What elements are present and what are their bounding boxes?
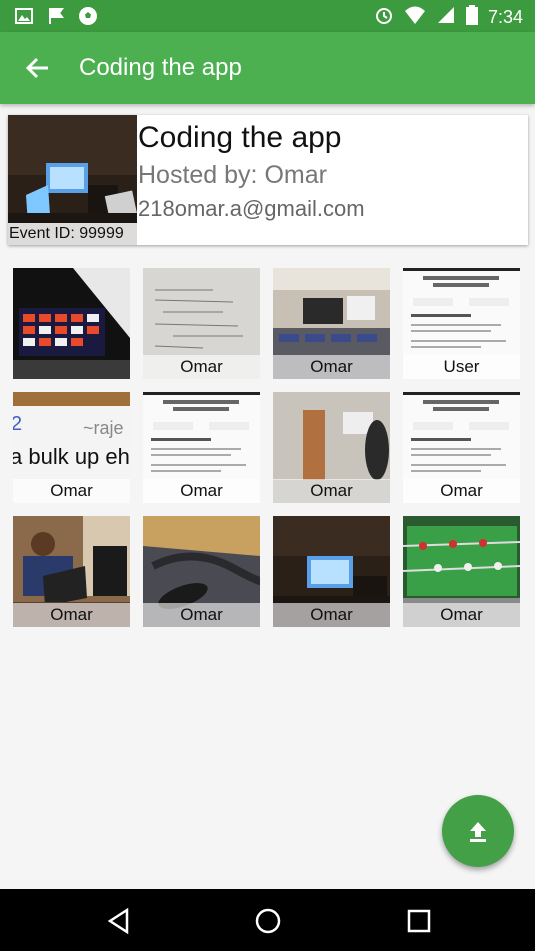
photo-tile[interactable]: User [403,268,520,379]
photo-tile[interactable] [13,268,130,379]
recents-nav-icon[interactable] [405,907,433,935]
photo-owner-label: Omar [273,603,390,627]
home-nav-icon[interactable] [254,907,282,935]
photo-tile[interactable]: Omar [143,392,260,503]
status-bar: 7:34 [0,0,535,32]
photo-owner-label: User [403,355,520,379]
event-title: Coding the app [138,121,342,154]
photo-owner-label [13,355,130,379]
wifi-icon [404,5,426,30]
text-image-line1: ~raje [83,418,124,438]
photo-tile[interactable]: Omar [273,268,390,379]
soccer-ball-icon [78,6,98,31]
photo-owner-label: Omar [403,479,520,503]
event-email[interactable]: 218omar.a@gmail.com [138,196,365,221]
photo-owner-label: Omar [143,603,260,627]
photo-owner-label: Omar [143,479,260,503]
photo-tile[interactable]: Omar [143,268,260,379]
photo-tile[interactable]: Omar [273,392,390,503]
upload-button[interactable] [442,795,514,867]
event-id: Event ID: 99999 [8,223,137,245]
photo-owner-label: Omar [13,603,130,627]
photo-owner-label: Omar [273,355,390,379]
photo-owner-label: Omar [143,355,260,379]
photo-owner-label: Omar [403,603,520,627]
photo-owner-label: Omar [13,479,130,503]
app-bar-title: Coding the app [79,54,242,81]
app-bar: Coding the app [0,32,535,104]
alarm-icon [374,5,394,30]
photo-tile[interactable]: Omar [403,392,520,503]
system-nav-bar [0,889,535,951]
image-icon [14,6,34,31]
event-host: Hosted by: Omar [138,161,327,189]
photo-tile[interactable]: 2 ~raje a bulk up eh Omar [13,392,130,503]
text-image-mark: 2 [13,413,22,435]
event-card[interactable]: Event ID: 99999 Coding the app Hosted by… [8,115,528,245]
clock: 7:34 [487,7,523,27]
photo-tile[interactable]: Omar [273,516,390,627]
event-thumbnail: Event ID: 99999 [8,115,137,245]
text-image-line2: a bulk up eh [13,444,130,469]
photo-owner-label: Omar [273,479,390,503]
arrow-back-icon[interactable] [24,54,52,82]
signal-icon [436,5,456,30]
back-nav-icon[interactable] [105,907,133,935]
battery-icon [465,5,478,30]
photo-tile[interactable]: Omar [13,516,130,627]
photo-tile[interactable]: Omar [143,516,260,627]
flag-icon [46,6,66,31]
photo-tile[interactable]: Omar [403,516,520,627]
